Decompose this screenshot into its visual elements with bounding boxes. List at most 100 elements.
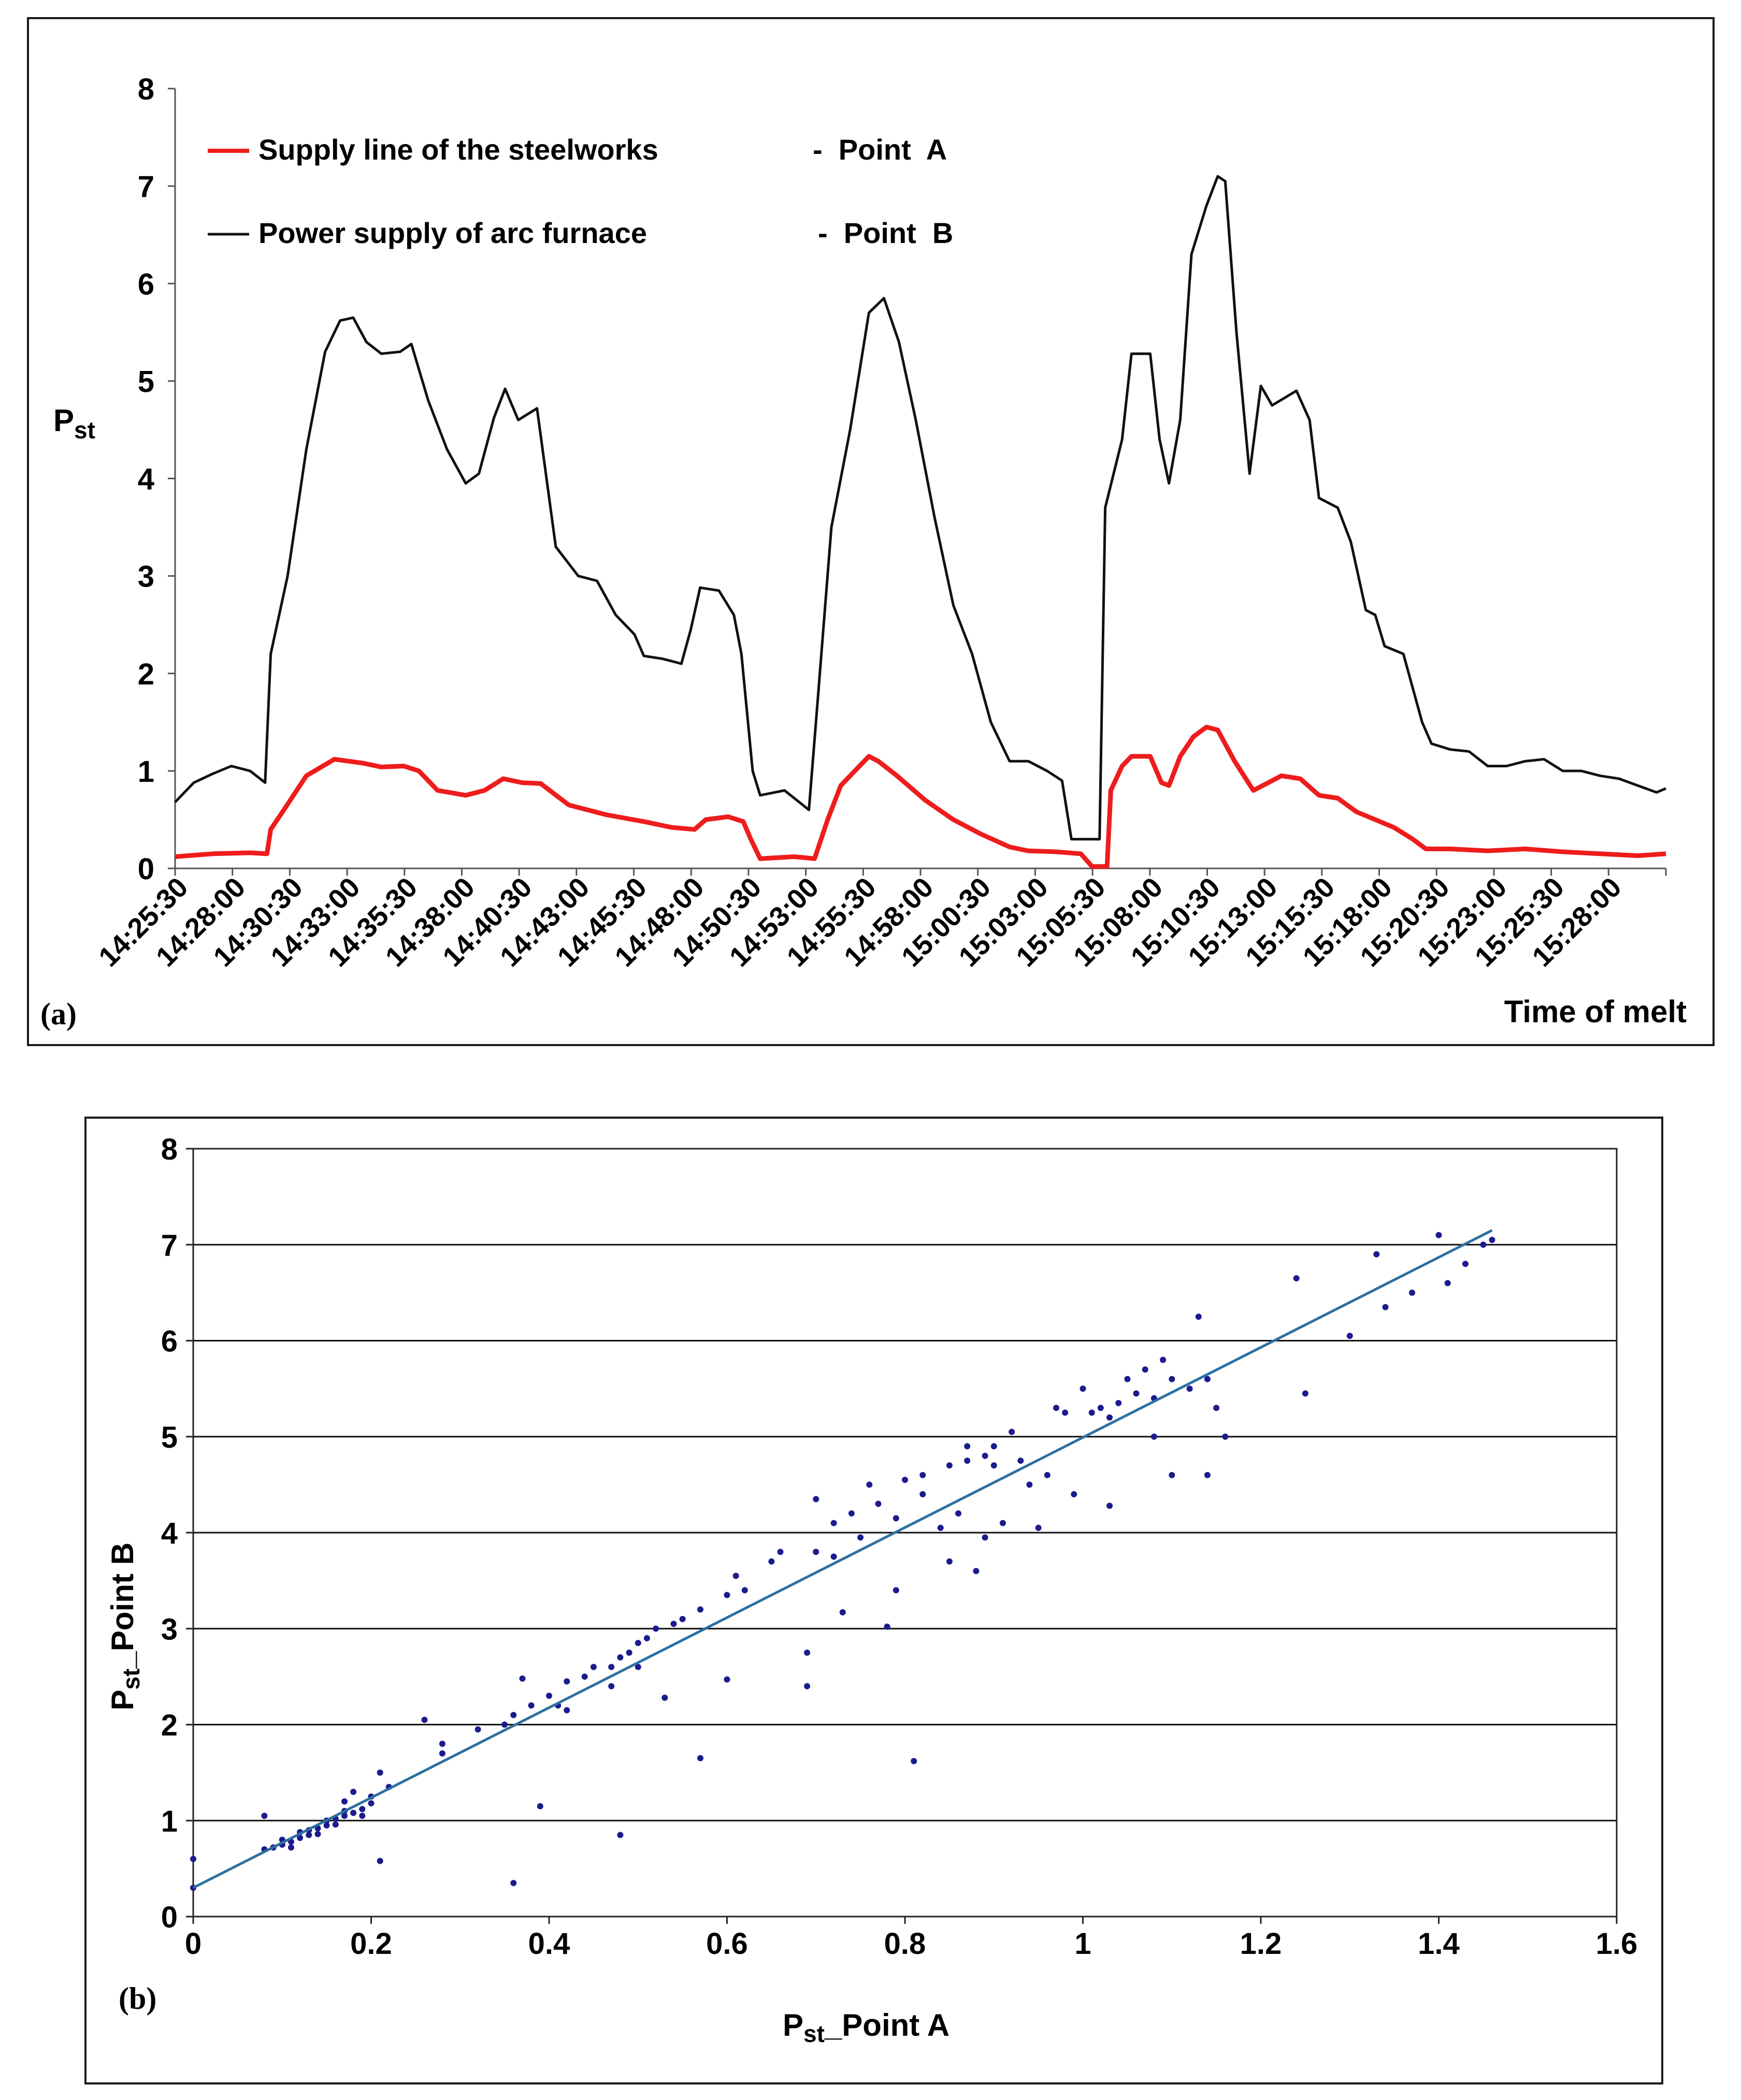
scatter-point xyxy=(670,1621,677,1627)
scatter-point xyxy=(297,1835,304,1841)
chart-b-ylabel-tail: _Point B xyxy=(105,1542,140,1669)
scatter-point xyxy=(1302,1390,1308,1397)
scatter-point xyxy=(777,1549,784,1555)
scatter-point xyxy=(946,1462,953,1469)
chart-b-xtick-label: 0.6 xyxy=(706,1927,748,1961)
scatter-point xyxy=(697,1606,703,1613)
chart-b-ytick-label: 4 xyxy=(161,1517,178,1550)
scatter-point xyxy=(617,1832,624,1838)
scatter-point xyxy=(608,1664,615,1670)
scatter-point xyxy=(1124,1376,1131,1382)
scatter-point xyxy=(510,1712,517,1718)
scatter-point xyxy=(287,1844,294,1851)
chart-a-ytick-label: 7 xyxy=(138,170,154,204)
scatter-point xyxy=(1462,1261,1469,1267)
chart-b-xlabel-tail: _Point A xyxy=(824,2008,949,2042)
chart-b-ytick-label: 6 xyxy=(161,1325,178,1359)
chart-a-ytick-label: 3 xyxy=(138,560,154,594)
chart-b-ytick-label: 3 xyxy=(161,1612,178,1646)
scatter-point xyxy=(1195,1313,1202,1320)
scatter-point xyxy=(937,1524,944,1531)
scatter-point xyxy=(884,1623,890,1630)
scatter-point xyxy=(341,1812,348,1819)
chart-a-svg: 01234567814:25:3014:28:0014:30:3014:33:0… xyxy=(40,73,1687,1031)
chart-a-ytick-label: 4 xyxy=(138,463,154,496)
scatter-point xyxy=(1026,1481,1033,1488)
scatter-point xyxy=(439,1740,445,1747)
scatter-point xyxy=(911,1758,917,1764)
scatter-point xyxy=(1044,1472,1051,1478)
chart-b-ytick-label: 7 xyxy=(161,1228,178,1262)
scatter-point xyxy=(893,1587,899,1594)
chart-a-lines xyxy=(174,175,1666,869)
scatter-point xyxy=(1444,1280,1451,1287)
scatter-point xyxy=(1106,1414,1113,1421)
chart-b-xlabel-main: P xyxy=(783,2008,803,2042)
legend-label-point-a: Supply line of the steelworks xyxy=(258,133,658,166)
scatter-point xyxy=(697,1755,703,1762)
scatter-point xyxy=(608,1683,615,1690)
scatter-point xyxy=(875,1501,882,1507)
series-line-point-a xyxy=(175,724,1666,869)
chart-b-xtick-label: 0.4 xyxy=(528,1927,570,1961)
scatter-point xyxy=(359,1812,366,1819)
scatter-point xyxy=(1133,1390,1140,1397)
scatter-point xyxy=(546,1692,552,1699)
scatter-point xyxy=(501,1721,508,1728)
scatter-point xyxy=(368,1800,375,1807)
scatter-point xyxy=(741,1587,748,1594)
scatter-point xyxy=(919,1472,926,1478)
chart-a-ytick-label: 0 xyxy=(138,852,154,886)
chart-b-xtick-label: 1 xyxy=(1074,1927,1091,1961)
chart-a-xlabel: Time of melt xyxy=(1504,994,1687,1029)
scatter-point xyxy=(964,1458,971,1464)
scatter-point xyxy=(724,1676,730,1683)
scatter-point xyxy=(564,1678,570,1685)
scatter-point xyxy=(1150,1433,1157,1440)
scatter-point xyxy=(1035,1524,1042,1531)
chart-b-xtick-label: 0 xyxy=(185,1927,202,1961)
scatter-point xyxy=(581,1673,588,1680)
scatter-point xyxy=(1213,1405,1220,1411)
scatter-point xyxy=(528,1702,535,1709)
scatter-point xyxy=(1409,1289,1415,1296)
scatter-point xyxy=(377,1769,383,1776)
chart-b-frame: 0 1 2 3 4 5 6 7 8 0 0.2 0.4 0.6 0.8 1 1.2 1.4 1.6 Pst_Poi… xyxy=(84,1117,1663,2084)
legend-suffix-point-a: - Point A xyxy=(813,133,947,166)
scatter-point xyxy=(982,1534,988,1541)
chart-b-axes: 0 1 2 3 4 5 6 7 8 0 0.2 0.4 0.6 0.8 1 1.2 1.4 1.6 xyxy=(161,1133,1638,1961)
chart-b-xtick-label: 1.2 xyxy=(1240,1927,1282,1961)
chart-b-ytick-label: 5 xyxy=(161,1421,178,1454)
scatter-point xyxy=(1071,1491,1077,1497)
scatter-point xyxy=(813,1549,819,1555)
scatter-point xyxy=(1382,1304,1389,1310)
chart-b-ylabel: Pst_Point B xyxy=(105,1542,145,1710)
chart-a-ylabel-sub: st xyxy=(74,417,95,444)
scatter-point xyxy=(1088,1409,1095,1416)
scatter-point xyxy=(1169,1376,1175,1382)
scatter-point xyxy=(323,1822,330,1828)
scatter-point xyxy=(999,1520,1006,1526)
legend-suffix-point-b: - Point B xyxy=(818,217,953,249)
scatter-point xyxy=(804,1683,811,1690)
scatter-point xyxy=(341,1798,348,1805)
chart-b-xtick-label: 0.8 xyxy=(884,1927,926,1961)
chart-a-ytick-label: 6 xyxy=(138,267,154,301)
scatter-point xyxy=(1373,1251,1380,1258)
scatter-point xyxy=(306,1832,312,1838)
chart-b-panel-label: (b) xyxy=(119,1981,156,2016)
chart-b-xtick-label: 1.4 xyxy=(1418,1927,1460,1961)
scatter-point xyxy=(893,1515,899,1522)
scatter-point xyxy=(1186,1385,1193,1392)
scatter-point xyxy=(679,1616,686,1622)
chart-a-ytick-label: 8 xyxy=(138,73,154,106)
scatter-point xyxy=(902,1477,908,1483)
scatter-point xyxy=(439,1750,445,1757)
scatter-point xyxy=(1489,1237,1495,1243)
legend-label-point-b: Power supply of arc furnace xyxy=(258,217,647,249)
chart-b-xlabel: Pst_Point A xyxy=(783,2008,949,2047)
chart-b-xtick-label: 0.2 xyxy=(350,1927,392,1961)
scatter-point xyxy=(990,1443,997,1450)
scatter-point xyxy=(421,1717,428,1723)
